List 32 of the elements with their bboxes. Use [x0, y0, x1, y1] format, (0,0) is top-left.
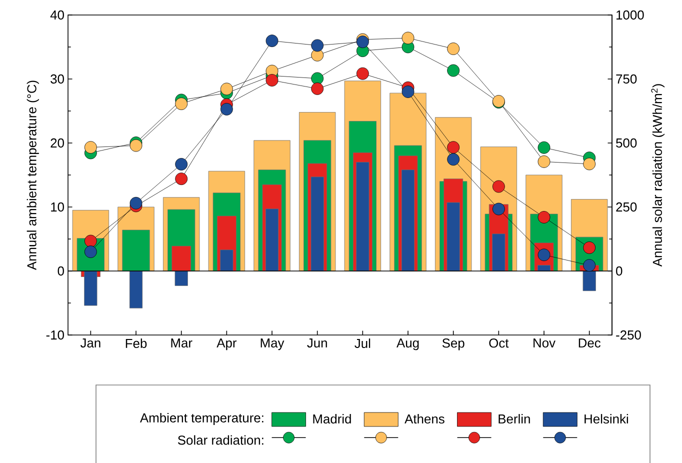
- y-tick-label: 30: [50, 74, 64, 84]
- text: Solar radiation:: [178, 435, 264, 445]
- y2-tick-label: -250: [616, 330, 641, 340]
- text: Ambient temperature:: [140, 412, 264, 426]
- x-tick-label: Nov: [534, 338, 556, 348]
- y-axis-title: Annual ambient temperature (°C): [26, 80, 39, 270]
- y-tick-label: 20: [50, 138, 64, 148]
- x-tick-label: Sep: [442, 338, 464, 350]
- x-tick-label: May: [260, 338, 284, 350]
- y2-tick-label: 500: [616, 138, 637, 148]
- y2-axis-title: Annual solar radiation (kWh/m$^{2}$): [651, 84, 665, 267]
- y-tick-label: 40: [50, 10, 64, 20]
- y2-tick-label: 1000: [616, 10, 644, 20]
- x-tick-label: Aug: [396, 338, 419, 350]
- x-tick-label: Mar: [171, 338, 192, 348]
- y-tick-label: 0: [58, 266, 64, 276]
- x-tick-label: Jan: [80, 338, 100, 348]
- x-tick-label: Oct: [489, 338, 509, 348]
- y2-tick-label: 0: [616, 266, 622, 276]
- x-tick-label: Jun: [307, 338, 327, 348]
- legend-label: Berlin: [498, 414, 530, 424]
- legend-label: Athens: [404, 414, 444, 424]
- y2-tick-label: 750: [616, 74, 637, 84]
- y-tick-label: 10: [51, 202, 64, 212]
- x-tick-label: Dec: [578, 338, 601, 348]
- x-tick-label: Feb: [126, 338, 147, 348]
- legend-label: Helsinki: [584, 414, 628, 424]
- legend-label: Madrid: [313, 414, 351, 424]
- y2-tick-label: 250: [616, 202, 637, 212]
- x-tick-label: Apr: [216, 338, 237, 350]
- y-tick-label: -10: [46, 330, 64, 340]
- x-tick-label: Jul: [354, 338, 370, 348]
